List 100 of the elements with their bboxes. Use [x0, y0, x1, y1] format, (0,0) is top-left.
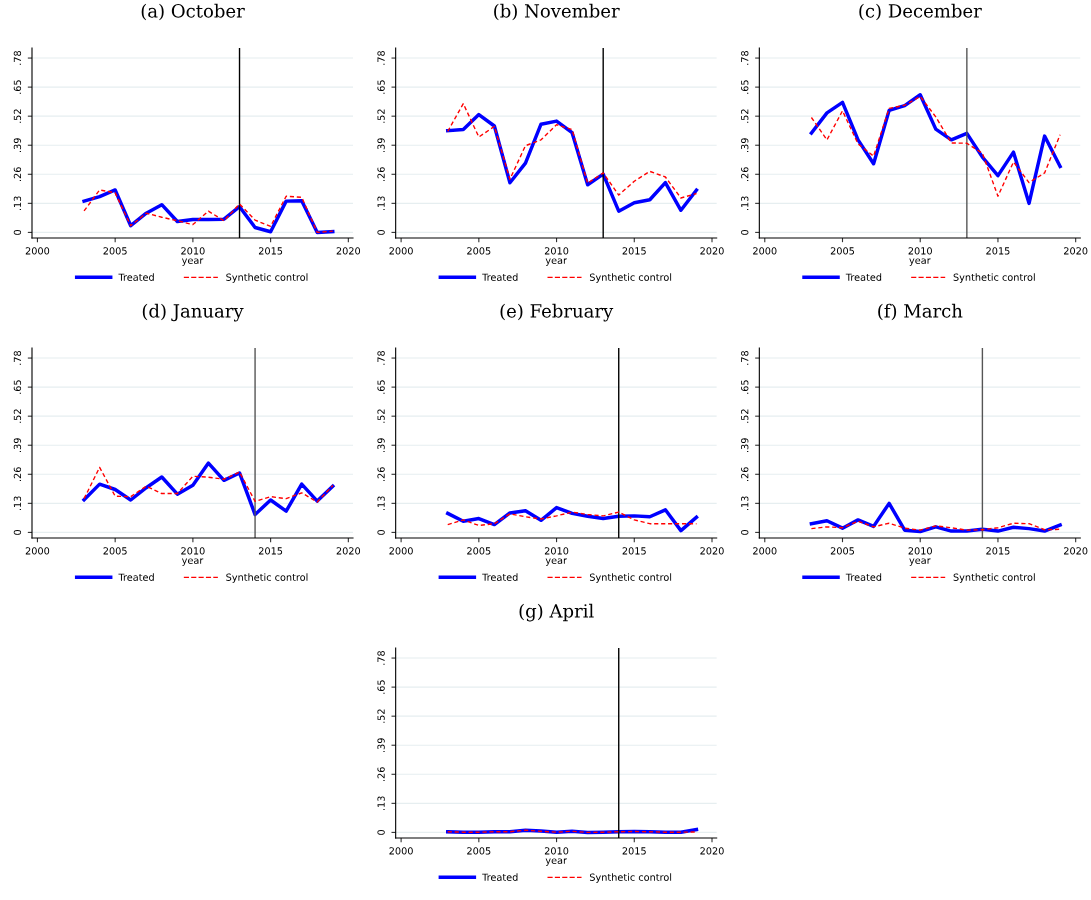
- x-tick-label: 2000: [25, 247, 50, 255]
- y-tick-label: .39: [13, 138, 22, 152]
- chart-title: (f) March: [878, 303, 963, 321]
- y-tick-label: .65: [377, 80, 385, 94]
- y-tick-label: .26: [13, 467, 22, 481]
- y-tick-label: .52: [377, 709, 385, 723]
- x-tick-label: 2005: [103, 247, 127, 255]
- x-tick-label: 2010: [544, 247, 569, 255]
- y-tick-label: .65: [13, 80, 22, 94]
- x-tick-label: 2000: [389, 847, 413, 855]
- x-tick-label: 2005: [467, 847, 491, 855]
- y-tick-label: .13: [741, 496, 749, 511]
- x-tick-label: 2015: [622, 547, 646, 555]
- legend-label: Treated: [118, 273, 154, 281]
- y-tick-label: .65: [741, 380, 749, 394]
- x-axis-title: year: [545, 558, 568, 566]
- x-axis-title: year: [909, 258, 931, 266]
- y-tick-label: 0: [741, 229, 749, 235]
- y-tick-label: .26: [741, 167, 749, 181]
- legend-label: Synthetic control: [226, 573, 308, 583]
- x-axis-title: year: [909, 558, 931, 566]
- x-tick-label: 2015: [258, 547, 283, 555]
- y-tick-label: .13: [377, 496, 385, 511]
- y-tick-label: .78: [741, 50, 749, 65]
- x-tick-label: 2020: [700, 247, 724, 255]
- x-tick-label: 2010: [544, 847, 569, 855]
- y-tick-label: .52: [13, 109, 22, 123]
- legend-label: Synthetic control: [953, 273, 1035, 283]
- x-tick-label: 2010: [181, 247, 205, 255]
- y-tick-label: .65: [377, 680, 385, 694]
- y-tick-label: .78: [13, 50, 22, 65]
- y-tick-label: .52: [741, 109, 749, 123]
- y-tick-label: 0: [13, 529, 22, 535]
- legend-label: Synthetic control: [953, 573, 1035, 583]
- x-tick-label: 2020: [336, 247, 361, 255]
- x-axis-title: year: [545, 258, 568, 266]
- y-tick-label: 0: [741, 529, 749, 535]
- x-tick-label: 2020: [700, 547, 724, 555]
- y-tick-label: .52: [377, 409, 385, 423]
- x-tick-label: 2005: [467, 547, 491, 555]
- legend-label: Treated: [845, 573, 882, 581]
- legend-label: Synthetic control: [226, 273, 308, 283]
- y-tick-label: .26: [741, 467, 749, 481]
- legend-label: Treated: [845, 273, 882, 281]
- x-axis-title: year: [545, 858, 568, 866]
- legend-label: Synthetic control: [589, 573, 672, 583]
- x-tick-label: 2010: [181, 547, 205, 555]
- y-tick-label: .39: [13, 438, 22, 452]
- legend-label: Synthetic control: [589, 273, 672, 283]
- x-tick-label: 2015: [986, 547, 1010, 555]
- x-tick-label: 2015: [622, 847, 646, 855]
- chart-title: (a) October: [141, 3, 245, 21]
- y-tick-label: .13: [377, 796, 385, 811]
- y-tick-label: .39: [377, 438, 385, 452]
- legend-label: Treated: [482, 573, 518, 581]
- y-tick-label: .78: [741, 350, 749, 365]
- y-tick-label: .78: [377, 350, 385, 365]
- y-tick-label: .13: [13, 496, 22, 511]
- y-tick-label: .78: [13, 350, 22, 365]
- y-tick-label: .13: [13, 196, 22, 211]
- y-tick-label: .39: [741, 138, 749, 152]
- x-tick-label: 2015: [258, 247, 283, 255]
- x-tick-label: 2020: [700, 847, 724, 855]
- chart-title: (b) November: [494, 3, 620, 21]
- y-tick-label: .26: [13, 167, 22, 181]
- x-tick-label: 2005: [467, 247, 491, 255]
- x-tick-label: 2000: [753, 247, 777, 255]
- x-tick-label: 2000: [389, 247, 413, 255]
- y-tick-label: 0: [377, 829, 385, 835]
- x-tick-label: 2005: [830, 247, 855, 255]
- y-tick-label: .52: [13, 409, 22, 423]
- y-tick-label: 0: [377, 229, 385, 235]
- legend-label: Treated: [118, 573, 154, 581]
- y-tick-label: .52: [377, 109, 385, 123]
- x-axis-title: year: [181, 558, 204, 566]
- y-tick-label: .26: [377, 167, 385, 181]
- x-tick-label: 2000: [753, 547, 777, 555]
- chart-title: (d) January: [142, 303, 244, 322]
- y-tick-label: .13: [741, 196, 749, 211]
- y-tick-label: .39: [741, 438, 749, 452]
- y-tick-label: .65: [741, 80, 749, 94]
- y-tick-label: 0: [377, 529, 385, 535]
- y-tick-label: 0: [13, 229, 22, 235]
- x-tick-label: 2020: [336, 547, 361, 555]
- x-tick-label: 2015: [622, 247, 646, 255]
- y-tick-label: .52: [741, 409, 749, 423]
- chart-title: (g) April: [519, 603, 594, 622]
- chart-title: (e) February: [500, 303, 614, 322]
- x-tick-label: 2020: [1064, 547, 1088, 555]
- y-tick-label: .39: [377, 738, 385, 752]
- y-tick-label: .26: [377, 767, 385, 781]
- chart-title: (c) December: [859, 3, 982, 21]
- legend-label: Synthetic control: [589, 873, 672, 883]
- y-tick-label: .78: [377, 50, 385, 65]
- x-tick-label: 2005: [103, 547, 127, 555]
- y-tick-label: .65: [377, 380, 385, 394]
- x-tick-label: 2000: [25, 547, 50, 555]
- legend-label: Treated: [482, 273, 518, 281]
- y-tick-label: .78: [377, 650, 385, 665]
- x-tick-label: 2010: [544, 547, 569, 555]
